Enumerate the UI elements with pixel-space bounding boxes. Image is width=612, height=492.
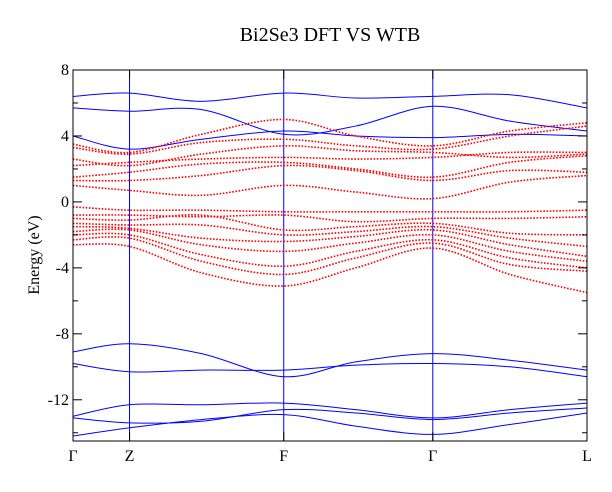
dft-band-line xyxy=(73,206,587,213)
x-tick-label: Z xyxy=(125,448,135,465)
dft-band-line xyxy=(73,214,587,223)
y-tick-label: 4 xyxy=(61,128,69,145)
plot-frame xyxy=(72,69,588,442)
wtb-band-line xyxy=(73,92,587,109)
wtb-band-line xyxy=(73,362,587,378)
y-axis: 8 4 0 -4 -8 -12 xyxy=(48,62,587,434)
y-tick-label: -4 xyxy=(56,260,69,277)
y-tick-label: 0 xyxy=(61,194,69,211)
y-tick-label: -12 xyxy=(48,392,69,409)
x-tick-label: Γ xyxy=(428,448,437,465)
dft-band-line xyxy=(73,225,587,258)
dft-band-line xyxy=(73,228,587,263)
dft-band-line xyxy=(73,232,587,269)
wtb-band-line xyxy=(73,402,587,419)
dft-band-line xyxy=(73,145,587,167)
wtb-band-line xyxy=(73,105,587,136)
dft-band-line xyxy=(73,222,587,248)
plot-border xyxy=(72,69,588,442)
dft-band-line xyxy=(73,125,587,155)
dft-band-line xyxy=(73,214,587,236)
wtb-band-line xyxy=(73,130,587,150)
dft-band-line xyxy=(73,164,587,182)
wtb-band-line xyxy=(73,407,587,424)
chart-title: Bi2Se3 DFT VS WTB xyxy=(240,24,421,46)
wtb-bands xyxy=(73,92,587,437)
x-tick-label: Γ xyxy=(68,448,77,465)
dft-band-line xyxy=(73,154,587,179)
y-tick-label: -8 xyxy=(56,326,69,343)
y-axis-label: Energy (eV) xyxy=(26,215,43,294)
dft-bands xyxy=(73,118,587,294)
dft-band-line xyxy=(73,236,587,276)
wtb-band-line xyxy=(73,343,587,378)
dft-band-line xyxy=(73,118,587,154)
k-point-lines xyxy=(129,70,434,441)
x-tick-label: F xyxy=(279,448,288,465)
y-tick-label: 8 xyxy=(61,62,69,79)
wtb-band-line xyxy=(73,412,587,437)
dft-band-line xyxy=(73,174,587,200)
dft-band-line xyxy=(73,151,587,167)
x-tick-label: L xyxy=(582,448,592,465)
